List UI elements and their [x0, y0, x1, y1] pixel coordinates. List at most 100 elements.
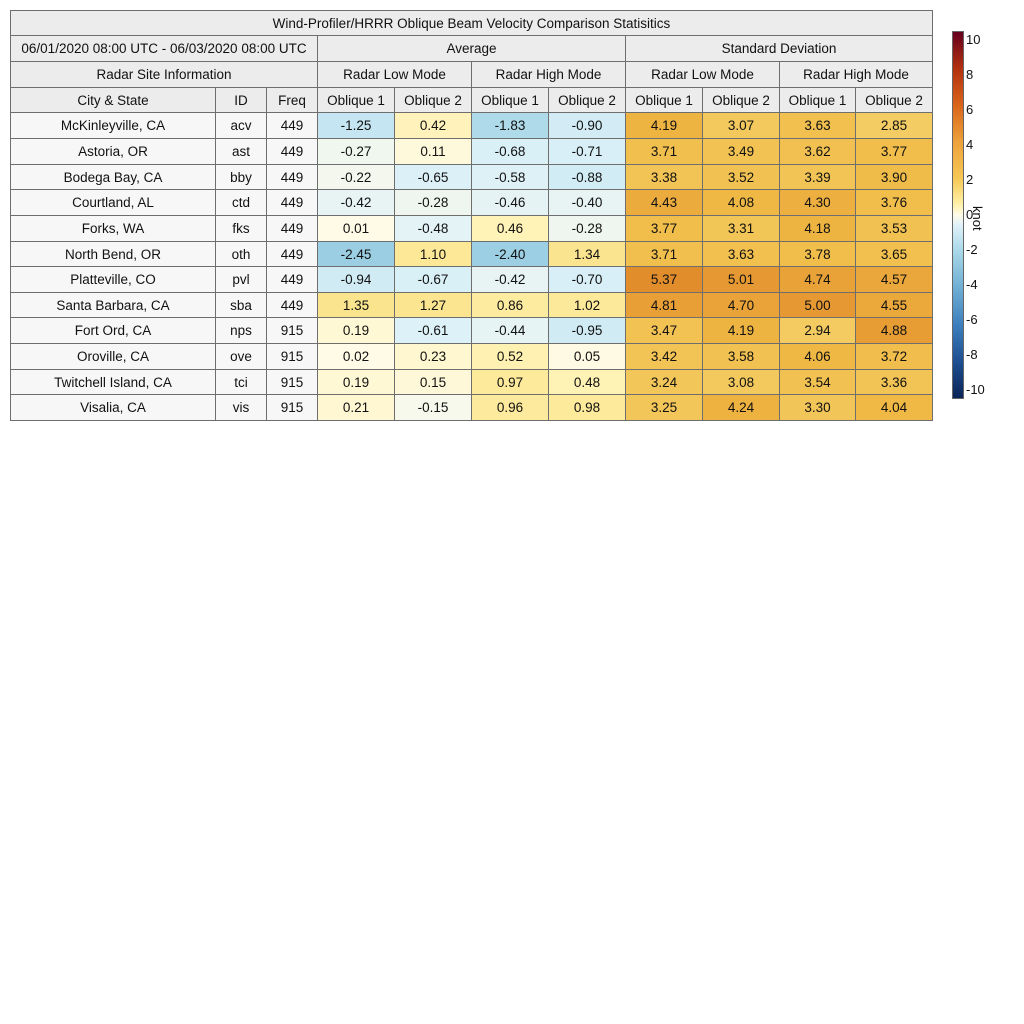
data-cell: 3.62: [779, 138, 856, 165]
table-row-freq: 915: [266, 394, 318, 421]
data-cell: 4.06: [779, 343, 856, 370]
table-row-freq: 449: [266, 292, 318, 318]
table-row-city: Oroville, CA: [10, 343, 216, 370]
data-cell: 4.19: [625, 112, 703, 139]
colorbar: [952, 31, 964, 399]
data-cell: 4.24: [702, 394, 780, 421]
date-range: 06/01/2020 08:00 UTC - 06/03/2020 08:00 …: [10, 35, 318, 62]
colorbar-tick-label: -8: [966, 347, 978, 362]
colorbar-tick-label: -4: [966, 277, 978, 292]
colorbar-tick-label: -10: [966, 382, 985, 397]
table-row-freq: 449: [266, 266, 318, 293]
data-cell: 3.30: [779, 394, 856, 421]
table-row-id: ast: [215, 138, 267, 165]
data-cell: 3.71: [625, 138, 703, 165]
freq-column-header: Freq: [266, 87, 318, 113]
table-row-id: fks: [215, 215, 267, 242]
site-info-header: Radar Site Information: [10, 61, 318, 88]
data-cell: -0.94: [317, 266, 395, 293]
table-row-city: North Bend, OR: [10, 241, 216, 267]
data-cell: -1.25: [317, 112, 395, 139]
data-cell: 4.55: [855, 292, 933, 318]
mode-header: Radar High Mode: [471, 61, 626, 88]
table-row-freq: 449: [266, 215, 318, 242]
colorbar-tick-label: 8: [966, 67, 974, 82]
data-cell: 3.24: [625, 369, 703, 395]
data-cell: 1.35: [317, 292, 395, 318]
data-cell: 3.90: [855, 164, 933, 190]
data-cell: 4.70: [702, 292, 780, 318]
beam-column-header: Oblique 1: [779, 87, 856, 113]
data-cell: 1.34: [548, 241, 626, 267]
beam-column-header: Oblique 1: [471, 87, 549, 113]
data-cell: 3.76: [855, 189, 933, 216]
table-row-city: Santa Barbara, CA: [10, 292, 216, 318]
data-cell: 3.58: [702, 343, 780, 370]
table-row-freq: 449: [266, 138, 318, 165]
data-cell: -2.40: [471, 241, 549, 267]
table-row-id: tci: [215, 369, 267, 395]
data-cell: -0.71: [548, 138, 626, 165]
colorbar-label: knot: [970, 206, 985, 231]
beam-column-header: Oblique 2: [702, 87, 780, 113]
data-cell: -0.58: [471, 164, 549, 190]
data-cell: -0.61: [394, 317, 472, 344]
table-row-id: vis: [215, 394, 267, 421]
std-dev-header: Standard Deviation: [625, 35, 933, 62]
beam-column-header: Oblique 2: [855, 87, 933, 113]
data-cell: 3.53: [855, 215, 933, 242]
data-cell: 4.81: [625, 292, 703, 318]
table-row-city: Forks, WA: [10, 215, 216, 242]
beam-column-header: Oblique 1: [317, 87, 395, 113]
data-cell: 3.77: [855, 138, 933, 165]
data-cell: 3.54: [779, 369, 856, 395]
data-cell: -0.15: [394, 394, 472, 421]
table-row-freq: 449: [266, 189, 318, 216]
beam-column-header: Oblique 2: [394, 87, 472, 113]
colorbar-tick-label: 2: [966, 172, 974, 187]
table-row-freq: 449: [266, 241, 318, 267]
table-row-city: Twitchell Island, CA: [10, 369, 216, 395]
table-row-id: acv: [215, 112, 267, 139]
data-cell: -2.45: [317, 241, 395, 267]
data-cell: 0.15: [394, 369, 472, 395]
data-cell: 0.21: [317, 394, 395, 421]
data-cell: 4.08: [702, 189, 780, 216]
data-cell: 0.19: [317, 317, 395, 344]
data-cell: -0.67: [394, 266, 472, 293]
table-row-freq: 449: [266, 112, 318, 139]
data-cell: 0.05: [548, 343, 626, 370]
data-cell: 3.63: [779, 112, 856, 139]
data-cell: -0.28: [548, 215, 626, 242]
data-cell: 3.07: [702, 112, 780, 139]
data-cell: -0.48: [394, 215, 472, 242]
colorbar-tick-label: 10: [966, 32, 981, 47]
data-cell: 0.01: [317, 215, 395, 242]
table-row-city: Courtland, AL: [10, 189, 216, 216]
data-cell: 3.72: [855, 343, 933, 370]
colorbar-tick-label: 6: [966, 102, 974, 117]
data-cell: 3.52: [702, 164, 780, 190]
table-row-id: nps: [215, 317, 267, 344]
mode-header: Radar High Mode: [779, 61, 933, 88]
data-cell: 3.38: [625, 164, 703, 190]
data-cell: -0.88: [548, 164, 626, 190]
table-row-id: bby: [215, 164, 267, 190]
data-cell: -0.22: [317, 164, 395, 190]
average-header: Average: [317, 35, 626, 62]
data-cell: 4.18: [779, 215, 856, 242]
mode-header: Radar Low Mode: [317, 61, 472, 88]
data-cell: -1.83: [471, 112, 549, 139]
data-cell: -0.46: [471, 189, 549, 216]
data-cell: 2.85: [855, 112, 933, 139]
data-cell: 1.02: [548, 292, 626, 318]
data-cell: 4.57: [855, 266, 933, 293]
data-cell: 5.37: [625, 266, 703, 293]
data-cell: 3.08: [702, 369, 780, 395]
data-cell: 5.00: [779, 292, 856, 318]
data-cell: -0.65: [394, 164, 472, 190]
colorbar-tick-label: 0: [966, 207, 974, 222]
colorbar-tick-label: 4: [966, 137, 974, 152]
data-cell: 2.94: [779, 317, 856, 344]
beam-column-header: Oblique 1: [625, 87, 703, 113]
